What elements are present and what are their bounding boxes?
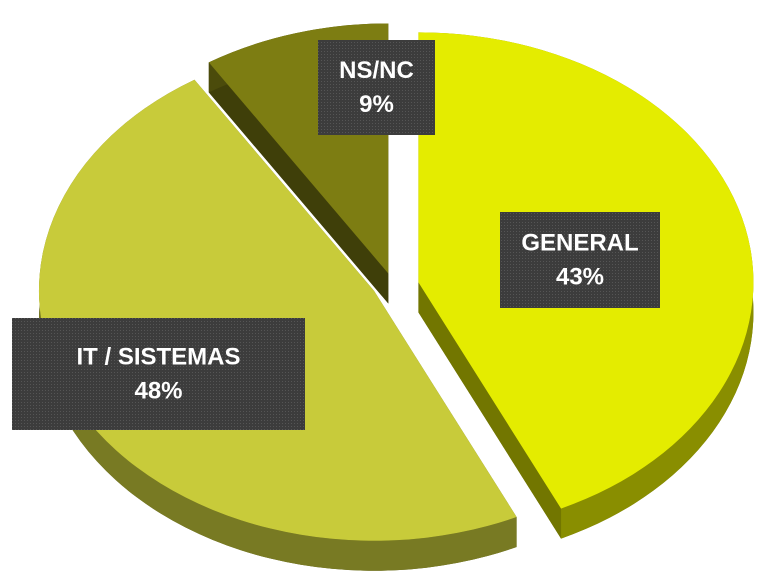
label-category: IT / SISTEMAS <box>76 343 240 370</box>
slice-wall <box>418 282 562 539</box>
labels: GENERAL 43% IT / SISTEMAS 48% NS/NC 9% <box>12 40 660 430</box>
label-category: GENERAL <box>521 229 638 256</box>
slice-wall <box>208 62 389 304</box>
label-box <box>318 40 435 135</box>
label-value: 48% <box>134 377 182 404</box>
label-value: 9% <box>359 91 394 118</box>
label-category: NS/NC <box>339 57 414 84</box>
label-box <box>12 318 305 430</box>
label-value: 43% <box>556 263 604 290</box>
label-box <box>500 212 660 308</box>
